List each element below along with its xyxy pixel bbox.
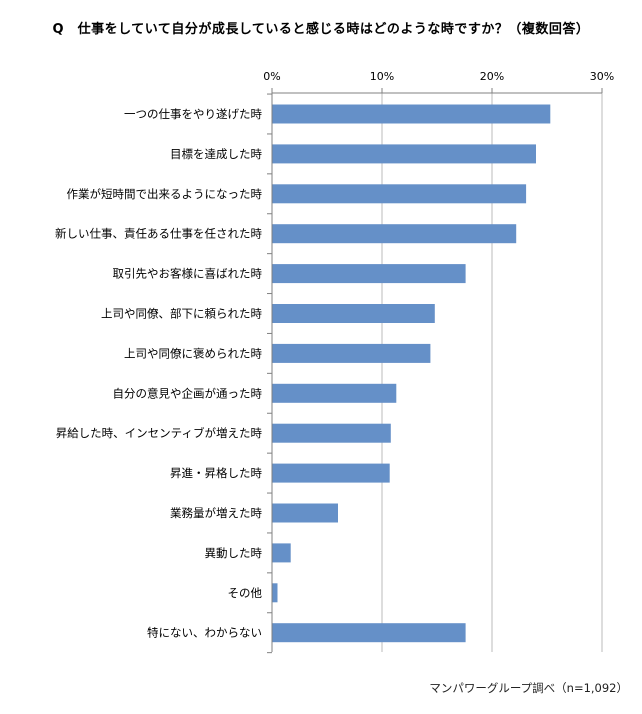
category-label: 昇進・昇格した時 [170, 466, 262, 480]
bar [272, 423, 391, 443]
category-label: 自分の意見や企画が通った時 [113, 386, 263, 400]
x-tick-label: 30% [590, 70, 614, 83]
chart-title: Q 仕事をしていて自分が成長していると感じる時はどのような時ですか？（複数回答） [52, 22, 590, 37]
bar [272, 343, 431, 363]
x-tick-label: 10% [370, 70, 394, 83]
gridlines [381, 93, 603, 652]
bar [272, 264, 466, 284]
bar [272, 304, 435, 323]
bar [272, 104, 551, 124]
bar [272, 224, 517, 244]
bar [272, 503, 338, 523]
category-label: 異動した時 [205, 546, 263, 560]
category-label: 目標を達成した時 [170, 147, 262, 161]
bars [272, 104, 551, 643]
category-label: 特にない、わからない [147, 626, 262, 640]
x-tick-label: 0% [263, 70, 280, 83]
bar [272, 184, 527, 204]
category-label: 一つの仕事をやり遂げた時 [124, 107, 262, 121]
category-label: 新しい仕事、責任ある仕事を任された時 [55, 227, 262, 241]
x-tick-label: 20% [480, 70, 504, 83]
bar [272, 543, 291, 563]
bar [272, 583, 278, 603]
labels: 0% 10% 20% 30% 一つの仕事をやり遂げた時目標を達成した時作業が短時間で出来… [55, 70, 614, 640]
bar [272, 383, 397, 403]
bar [272, 144, 536, 164]
category-label: 上司や同僚に褒められた時 [124, 346, 262, 360]
category-label: 作業が短時間で出来るようになった時 [67, 187, 263, 201]
bar [272, 623, 466, 643]
category-label: 業務量が増えた時 [170, 506, 262, 520]
category-label: 取引先やお客様に喜ばれた時 [113, 267, 263, 281]
category-label: 上司や同僚、部下に頼られた時 [101, 307, 262, 321]
bar [272, 463, 390, 483]
category-label: その他 [228, 586, 263, 600]
source-note: マンパワーグループ調べ（n=1,092） [429, 681, 628, 695]
category-label: 昇給した時、インセンティブが増えた時 [56, 426, 263, 440]
axes [267, 88, 603, 654]
